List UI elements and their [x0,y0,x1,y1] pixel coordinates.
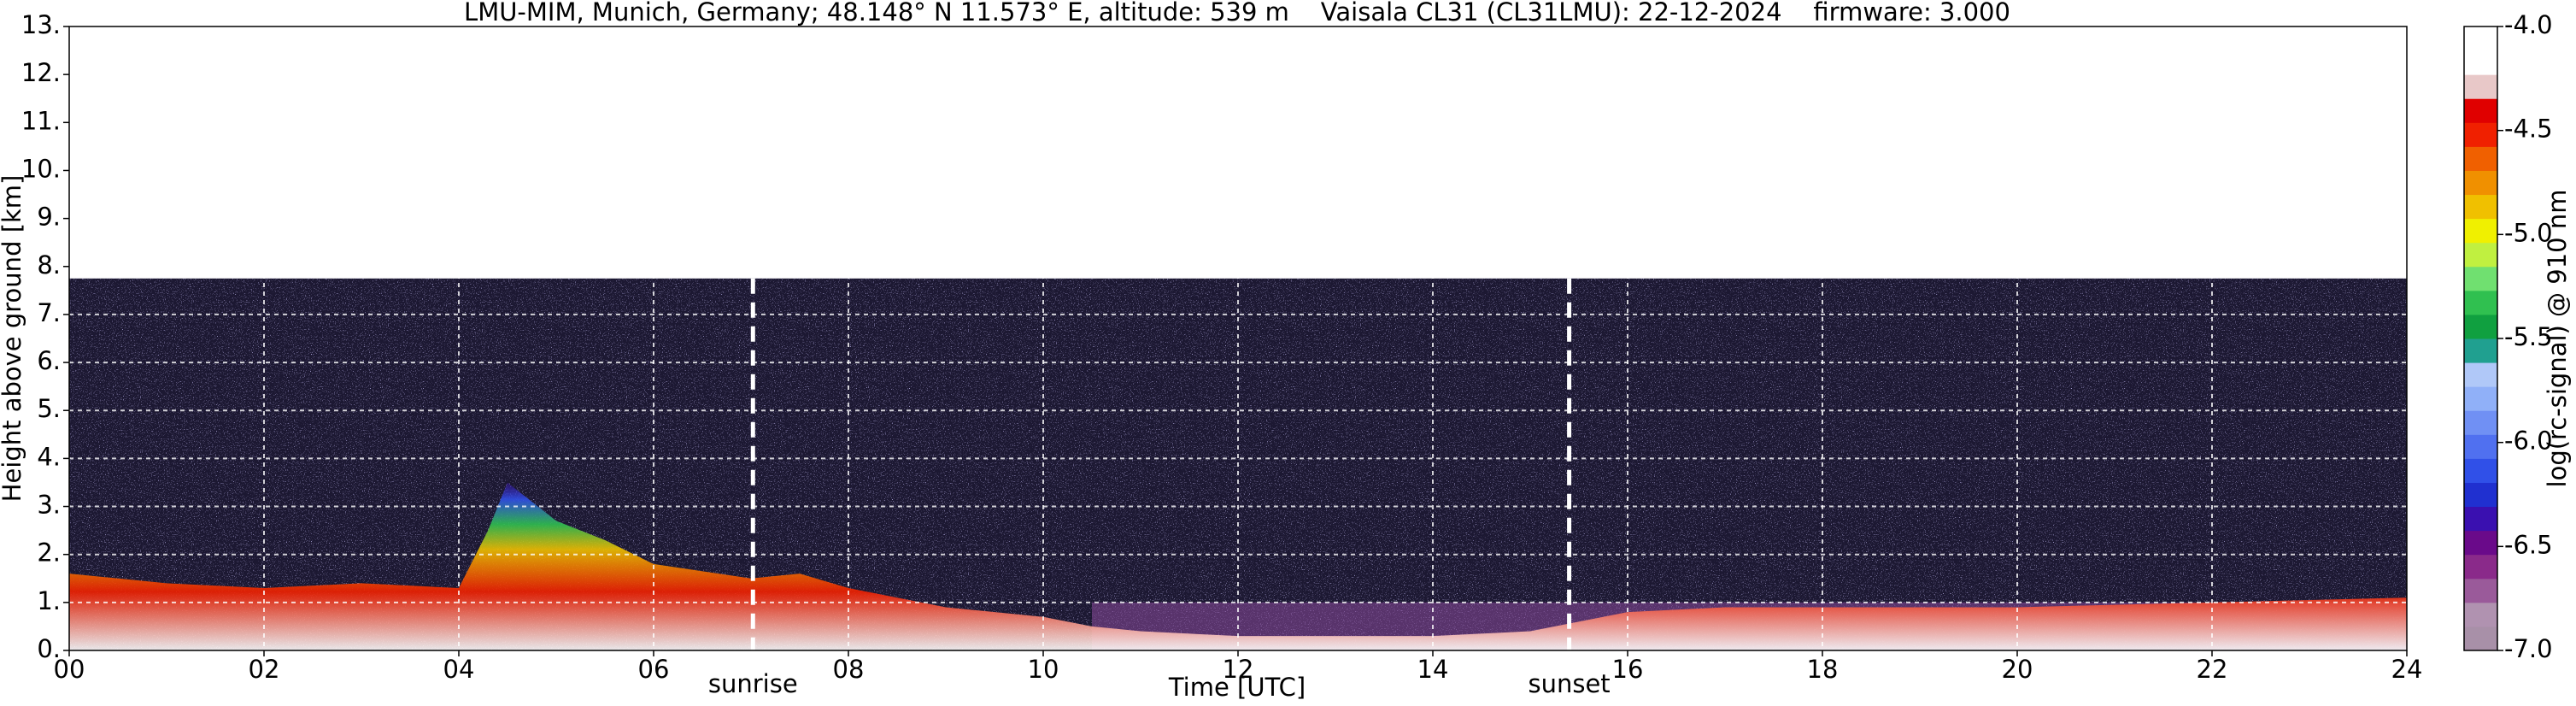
x-tick-label: 16 [1612,655,1644,684]
colorbar-swatch [2464,554,2497,580]
y-tick-label: 1. [37,586,61,615]
colorbar-swatch [2464,578,2497,603]
colorbar-swatch [2464,194,2497,220]
x-tick-label: 20 [2002,655,2033,684]
colorbar-swatch [2464,266,2497,291]
colorbar-swatch [2464,482,2497,508]
x-tick-label: 10 [1028,655,1059,684]
colorbar-tick-label: -5.0 [2504,218,2553,247]
plot-frame [68,26,2408,651]
annotation-label: sunset [1528,669,1610,698]
colorbar-swatch [2464,122,2497,147]
chart-title: LMU-MIM, Munich, Germany; 48.148° N 11.5… [464,0,2010,26]
colorbar-tick-label: -4.0 [2504,10,2553,39]
colorbar-swatch [2464,626,2497,651]
y-axis-label: Height above ground [km] [0,175,26,503]
colorbar-tick-label: -6.0 [2504,427,2553,456]
colorbar-swatch [2464,434,2497,459]
colorbar-swatch [2464,530,2497,556]
y-tick-label: 10. [21,154,61,183]
colorbar-swatch [2464,98,2497,123]
y-tick-label: 6. [37,346,61,375]
colorbar-swatch [2464,146,2497,171]
colorbar-swatch [2464,506,2497,532]
colorbar-swatch [2464,410,2497,435]
colorbar-tick-label: -7.0 [2504,634,2553,663]
y-tick-label: 0. [37,634,61,663]
y-tick-label: 12. [21,58,61,87]
x-tick-label: 24 [2391,655,2423,684]
y-tick-label: 8. [37,250,61,279]
colorbar-swatch [2464,386,2497,411]
annotation-label: sunrise [708,669,798,698]
x-tick-label: 12 [1223,655,1254,684]
x-tick-label: 22 [2197,655,2228,684]
colorbar-swatch [2464,26,2497,51]
x-axis-label: Time [UTC] [1168,673,1306,702]
x-tick-label: 04 [443,655,475,684]
colorbar-swatch [2464,458,2497,483]
x-tick-label: 06 [638,655,670,684]
colorbar-tick-label: -6.5 [2504,530,2553,559]
colorbar-swatch [2464,50,2497,75]
colorbar-tick-label: -5.5 [2504,322,2553,351]
colorbar-swatch [2464,362,2497,387]
y-tick-label: 9. [37,203,61,232]
colorbar-swatch [2464,74,2497,99]
x-tick-label: 18 [1807,655,1839,684]
y-tick-label: 5. [37,394,61,423]
x-tick-label: 02 [249,655,280,684]
y-tick-label: 2. [37,538,61,568]
y-tick-label: 13. [21,10,61,39]
colorbar-swatch [2464,170,2497,196]
y-tick-label: 7. [37,298,61,327]
colorbar-tick-label: -4.5 [2504,115,2553,144]
y-tick-label: 11. [21,106,61,135]
colorbar-label: log(rc-signal) @ 910 nm [2543,190,2572,488]
colorbar-swatch [2464,290,2497,315]
x-tick-label: 14 [1417,655,1449,684]
x-tick-label: 08 [833,655,865,684]
y-tick-label: 4. [37,442,61,471]
colorbar-swatch [2464,314,2497,339]
colorbar-swatch [2464,338,2497,363]
x-tick-label: 00 [54,655,85,684]
colorbar-swatch [2464,602,2497,627]
colorbar-swatch [2464,218,2497,244]
colorbar-swatch [2464,242,2497,268]
y-tick-label: 3. [37,491,61,520]
